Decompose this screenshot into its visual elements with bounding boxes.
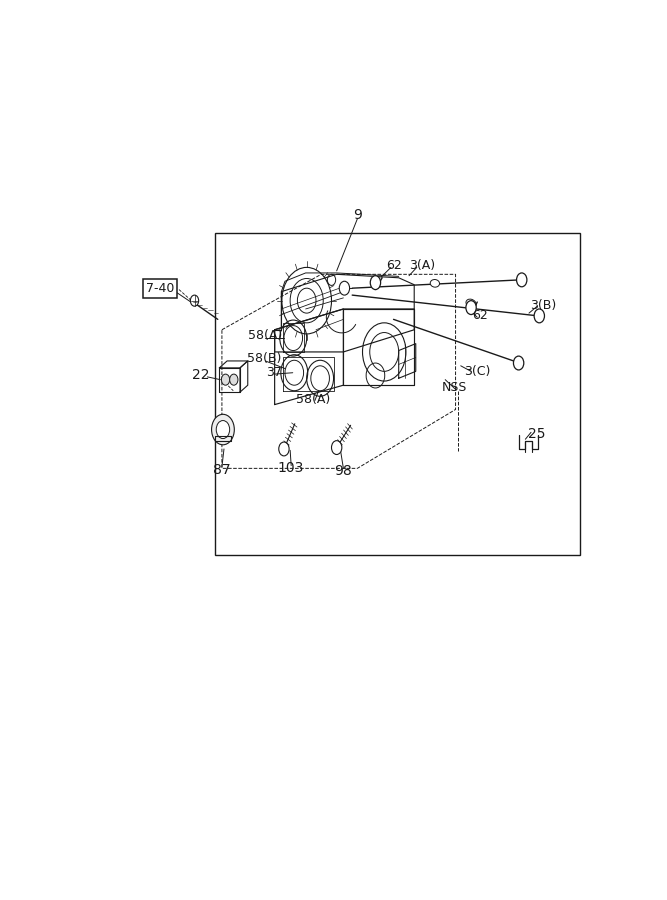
Text: 37: 37 xyxy=(265,366,281,379)
Circle shape xyxy=(229,374,238,385)
Text: 25: 25 xyxy=(528,427,546,441)
Text: 22: 22 xyxy=(193,368,210,382)
Circle shape xyxy=(190,295,199,306)
Circle shape xyxy=(534,309,544,323)
Ellipse shape xyxy=(430,280,440,287)
Text: 58(A): 58(A) xyxy=(248,328,282,342)
Circle shape xyxy=(279,442,289,456)
Text: 3(C): 3(C) xyxy=(464,364,490,378)
Text: 98: 98 xyxy=(335,464,352,478)
Circle shape xyxy=(221,374,229,385)
Circle shape xyxy=(466,301,476,314)
Circle shape xyxy=(370,275,381,290)
Text: NSS: NSS xyxy=(442,381,467,394)
Text: 58(A): 58(A) xyxy=(296,392,331,406)
Text: 3(A): 3(A) xyxy=(409,259,435,272)
Text: 62: 62 xyxy=(386,259,402,272)
Circle shape xyxy=(331,441,342,454)
Circle shape xyxy=(216,420,229,438)
Circle shape xyxy=(211,414,234,445)
Text: 87: 87 xyxy=(213,463,231,477)
Ellipse shape xyxy=(466,299,476,308)
Text: 9: 9 xyxy=(353,209,362,222)
Text: 3(B): 3(B) xyxy=(530,299,556,312)
Bar xyxy=(215,233,580,555)
Text: 103: 103 xyxy=(277,462,303,475)
Text: 62: 62 xyxy=(472,310,488,322)
Circle shape xyxy=(340,281,350,295)
Circle shape xyxy=(516,273,527,287)
Text: 7-40: 7-40 xyxy=(145,282,174,294)
Circle shape xyxy=(514,356,524,370)
Text: 58(B): 58(B) xyxy=(247,353,281,365)
